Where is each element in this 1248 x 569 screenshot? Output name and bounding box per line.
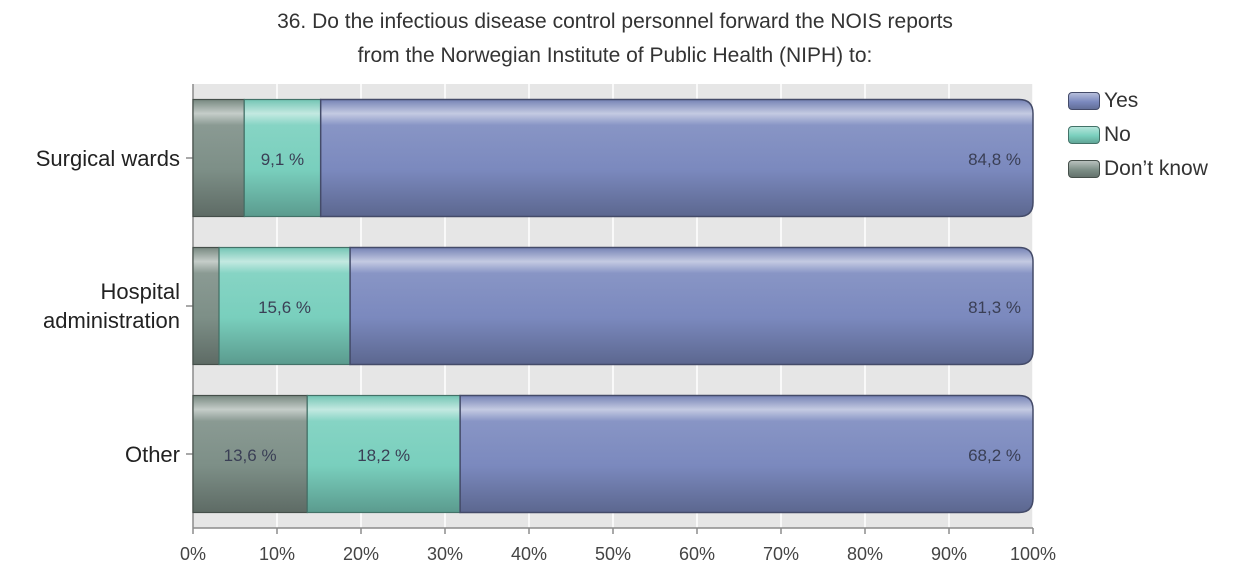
bar-segment <box>319 98 1034 218</box>
x-tick-label: 60% <box>679 544 715 564</box>
chart-title-line-2: from the Norwegian Institute of Public H… <box>357 44 873 67</box>
bar-segment <box>218 246 351 366</box>
data-label: 13,6 % <box>224 446 277 465</box>
bar-segment <box>306 394 461 514</box>
chart-title-line-1: 36. Do the infectious disease control pe… <box>277 10 953 33</box>
data-label: 15,6 % <box>258 298 311 317</box>
category-label: Hospital administration <box>5 277 180 335</box>
x-tick-label: 80% <box>847 544 883 564</box>
bar-segment <box>243 98 322 218</box>
data-label: 84,8 % <box>968 150 1021 169</box>
legend-item: No <box>1068 118 1208 152</box>
legend-label: No <box>1104 123 1131 146</box>
legend-swatch <box>1068 160 1100 178</box>
x-tick-label: 50% <box>595 544 631 564</box>
bar-segment <box>192 98 245 218</box>
legend-label: Yes <box>1104 89 1139 112</box>
legend-item: Yes <box>1068 84 1208 118</box>
category-label: Surgical wards <box>5 144 180 173</box>
x-tick-label: 70% <box>763 544 799 564</box>
chart-legend: Yes No Don’t know <box>1068 84 1208 186</box>
data-label: 81,3 % <box>968 298 1021 317</box>
legend-item: Don’t know <box>1068 152 1208 186</box>
legend-label: Don’t know <box>1104 157 1208 180</box>
data-label: 68,2 % <box>968 446 1021 465</box>
category-label-line: Other <box>124 441 180 467</box>
x-tick-label: 90% <box>931 544 967 564</box>
category-label-line: administration <box>43 308 180 333</box>
data-label: 18,2 % <box>357 446 410 465</box>
x-tick-label: 100% <box>1010 544 1056 564</box>
category-label-line: Surgical wards <box>35 145 180 171</box>
x-tick-label: 40% <box>511 544 547 564</box>
x-tick-label: 30% <box>427 544 463 564</box>
bar-segment <box>192 246 220 366</box>
x-tick-label: 10% <box>259 544 295 564</box>
category-label-line: Hospital <box>100 279 180 304</box>
legend-swatch <box>1068 126 1100 144</box>
x-tick-label: 20% <box>343 544 379 564</box>
x-tick-label: 0% <box>180 544 206 564</box>
bar-segment <box>349 246 1034 366</box>
legend-swatch <box>1068 92 1100 110</box>
bar-segment <box>459 394 1034 514</box>
data-label: 9,1 % <box>261 150 304 169</box>
category-label: Other <box>5 440 180 469</box>
bar-segment <box>192 394 308 514</box>
